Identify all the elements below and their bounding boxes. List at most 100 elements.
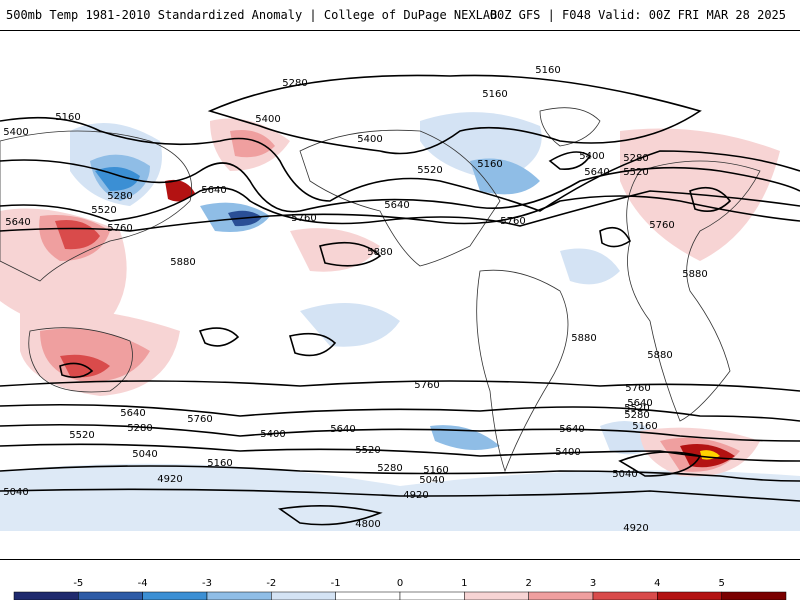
contour-line [318, 241, 382, 267]
contour-label: 5160 [477, 159, 502, 170]
contour-label: 5040 [612, 469, 637, 480]
contour-label: 5400 [260, 429, 285, 440]
greenland-outline [539, 107, 601, 147]
colorbar-segment [335, 591, 401, 601]
coastlines [0, 107, 761, 473]
contour-label: 5520 [417, 165, 442, 176]
colorbar-segment [78, 591, 143, 601]
contour-line [0, 423, 800, 442]
contour-label: 4920 [623, 523, 648, 534]
colorbar-segment [399, 591, 465, 601]
contour-label: 5520 [69, 430, 94, 441]
contour-label: 5280 [107, 191, 132, 202]
europe-africa-outline [626, 160, 761, 422]
colorbar-tick-label: -2 [266, 578, 276, 589]
contour-label: 5760 [649, 220, 674, 231]
contour-label: 5040 [3, 487, 28, 498]
model-valid-time: 00Z GFS | F048 Valid: 00Z FRI MAR 28 202… [489, 8, 786, 22]
contour-line [0, 159, 800, 213]
cool-anomaly-core [95, 167, 140, 191]
colorbar-tick-label: 4 [654, 578, 660, 589]
height-contours [0, 74, 800, 526]
colorbar-segment [13, 591, 79, 601]
contour-label: 5400 [579, 151, 604, 162]
contour-label: 5880 [682, 269, 707, 280]
contour-label: 5520 [623, 167, 648, 178]
warm-anomaly-core [230, 130, 275, 158]
colorbar-tick-label: 2 [525, 578, 531, 589]
warm-anomaly-region [290, 228, 380, 272]
contour-label: 5760 [500, 216, 525, 227]
contour-label: 5880 [170, 257, 195, 268]
strong-warm-anomaly [55, 220, 100, 250]
colorbar-segment [528, 591, 594, 601]
colorbar-segment [464, 591, 529, 601]
contour-label: 5880 [571, 333, 596, 344]
contour-label: 5760 [107, 223, 132, 234]
contour-label: 5880 [647, 350, 672, 361]
contour-label: 5640 [5, 217, 30, 228]
contour-line [277, 505, 383, 526]
contour-label: 4920 [157, 474, 182, 485]
asia-outline [0, 130, 192, 282]
contour-line [0, 443, 800, 462]
contour-line [0, 116, 800, 212]
anomaly-map: 5160 5280 5160 5400 5160 5400 5400 5160 … [0, 30, 800, 560]
contour-label: 5040 [132, 449, 157, 460]
contour-label: 5280 [624, 410, 649, 421]
contour-line [689, 186, 732, 212]
contour-label: 5640 [584, 167, 609, 178]
colorbar-segment [206, 591, 272, 601]
contour-label: 5640 [120, 408, 145, 419]
contour-label: 5640 [559, 424, 584, 435]
contour-label: 5280 [127, 423, 152, 434]
cool-anomaly-core [470, 158, 540, 195]
map-header: 500mb Temp 1981-2010 Standardized Anomal… [0, 0, 800, 30]
contour-line [548, 151, 592, 171]
colorbar-tick-label: -4 [138, 578, 148, 589]
contour-label: 5760 [291, 213, 316, 224]
colorbar-segment [142, 591, 208, 601]
colorbar-segment [721, 591, 787, 601]
north-america-outline [299, 129, 501, 267]
contour-label: 5160 [482, 89, 507, 100]
contour-label: 5160 [423, 465, 448, 476]
contour-label: 5520 [624, 403, 649, 414]
cool-anomaly-region [560, 248, 620, 285]
australia-outline [28, 327, 133, 393]
colorbar-segment [271, 591, 336, 601]
contour-label: 5160 [55, 112, 80, 123]
colorbar-tick-label: -1 [331, 578, 341, 589]
contour-label: 4920 [403, 490, 428, 501]
colorbar-segment [592, 591, 658, 601]
contour-label: 5640 [330, 424, 355, 435]
colorbar-segment [657, 591, 722, 601]
cool-anomaly-core [430, 425, 500, 450]
contour-label: 5400 [357, 134, 382, 145]
map-title: 500mb Temp 1981-2010 Standardized Anomal… [6, 8, 498, 22]
contour-label: 5400 [555, 447, 580, 458]
map-canvas: 5160 5280 5160 5400 5160 5400 5400 5160 … [0, 65, 800, 534]
contour-line [0, 488, 800, 502]
cool-anomaly-region [300, 303, 400, 347]
contour-label: 5760 [187, 414, 212, 425]
contour-label: 5400 [255, 114, 280, 125]
contour-label: 5640 [201, 185, 226, 196]
contour-line [207, 74, 702, 155]
contour-label: 5640 [627, 398, 652, 409]
contour-label: 5280 [377, 463, 402, 474]
contour-line [0, 195, 800, 232]
contour-label: 5280 [282, 78, 307, 89]
contour-label: 5160 [535, 65, 560, 76]
colorbar: -5 -4 -3 -2 -1 0 1 2 3 4 5 [0, 572, 800, 601]
colorbar-tick-label: 1 [461, 578, 467, 589]
cool-anomaly-region [0, 463, 800, 531]
contour-label: 5520 [355, 445, 380, 456]
contour-label: 5640 [384, 200, 409, 211]
contour-line [288, 332, 337, 357]
colorbar-tick-labels: -5 -4 -3 -2 -1 0 1 2 3 4 5 [73, 578, 725, 589]
colorbar-svg: -5 -4 -3 -2 -1 0 1 2 3 4 5 [13, 578, 787, 601]
contour-label: 5040 [419, 475, 444, 486]
contour-label: 5760 [625, 383, 650, 394]
contour-label: 5520 [91, 205, 116, 216]
